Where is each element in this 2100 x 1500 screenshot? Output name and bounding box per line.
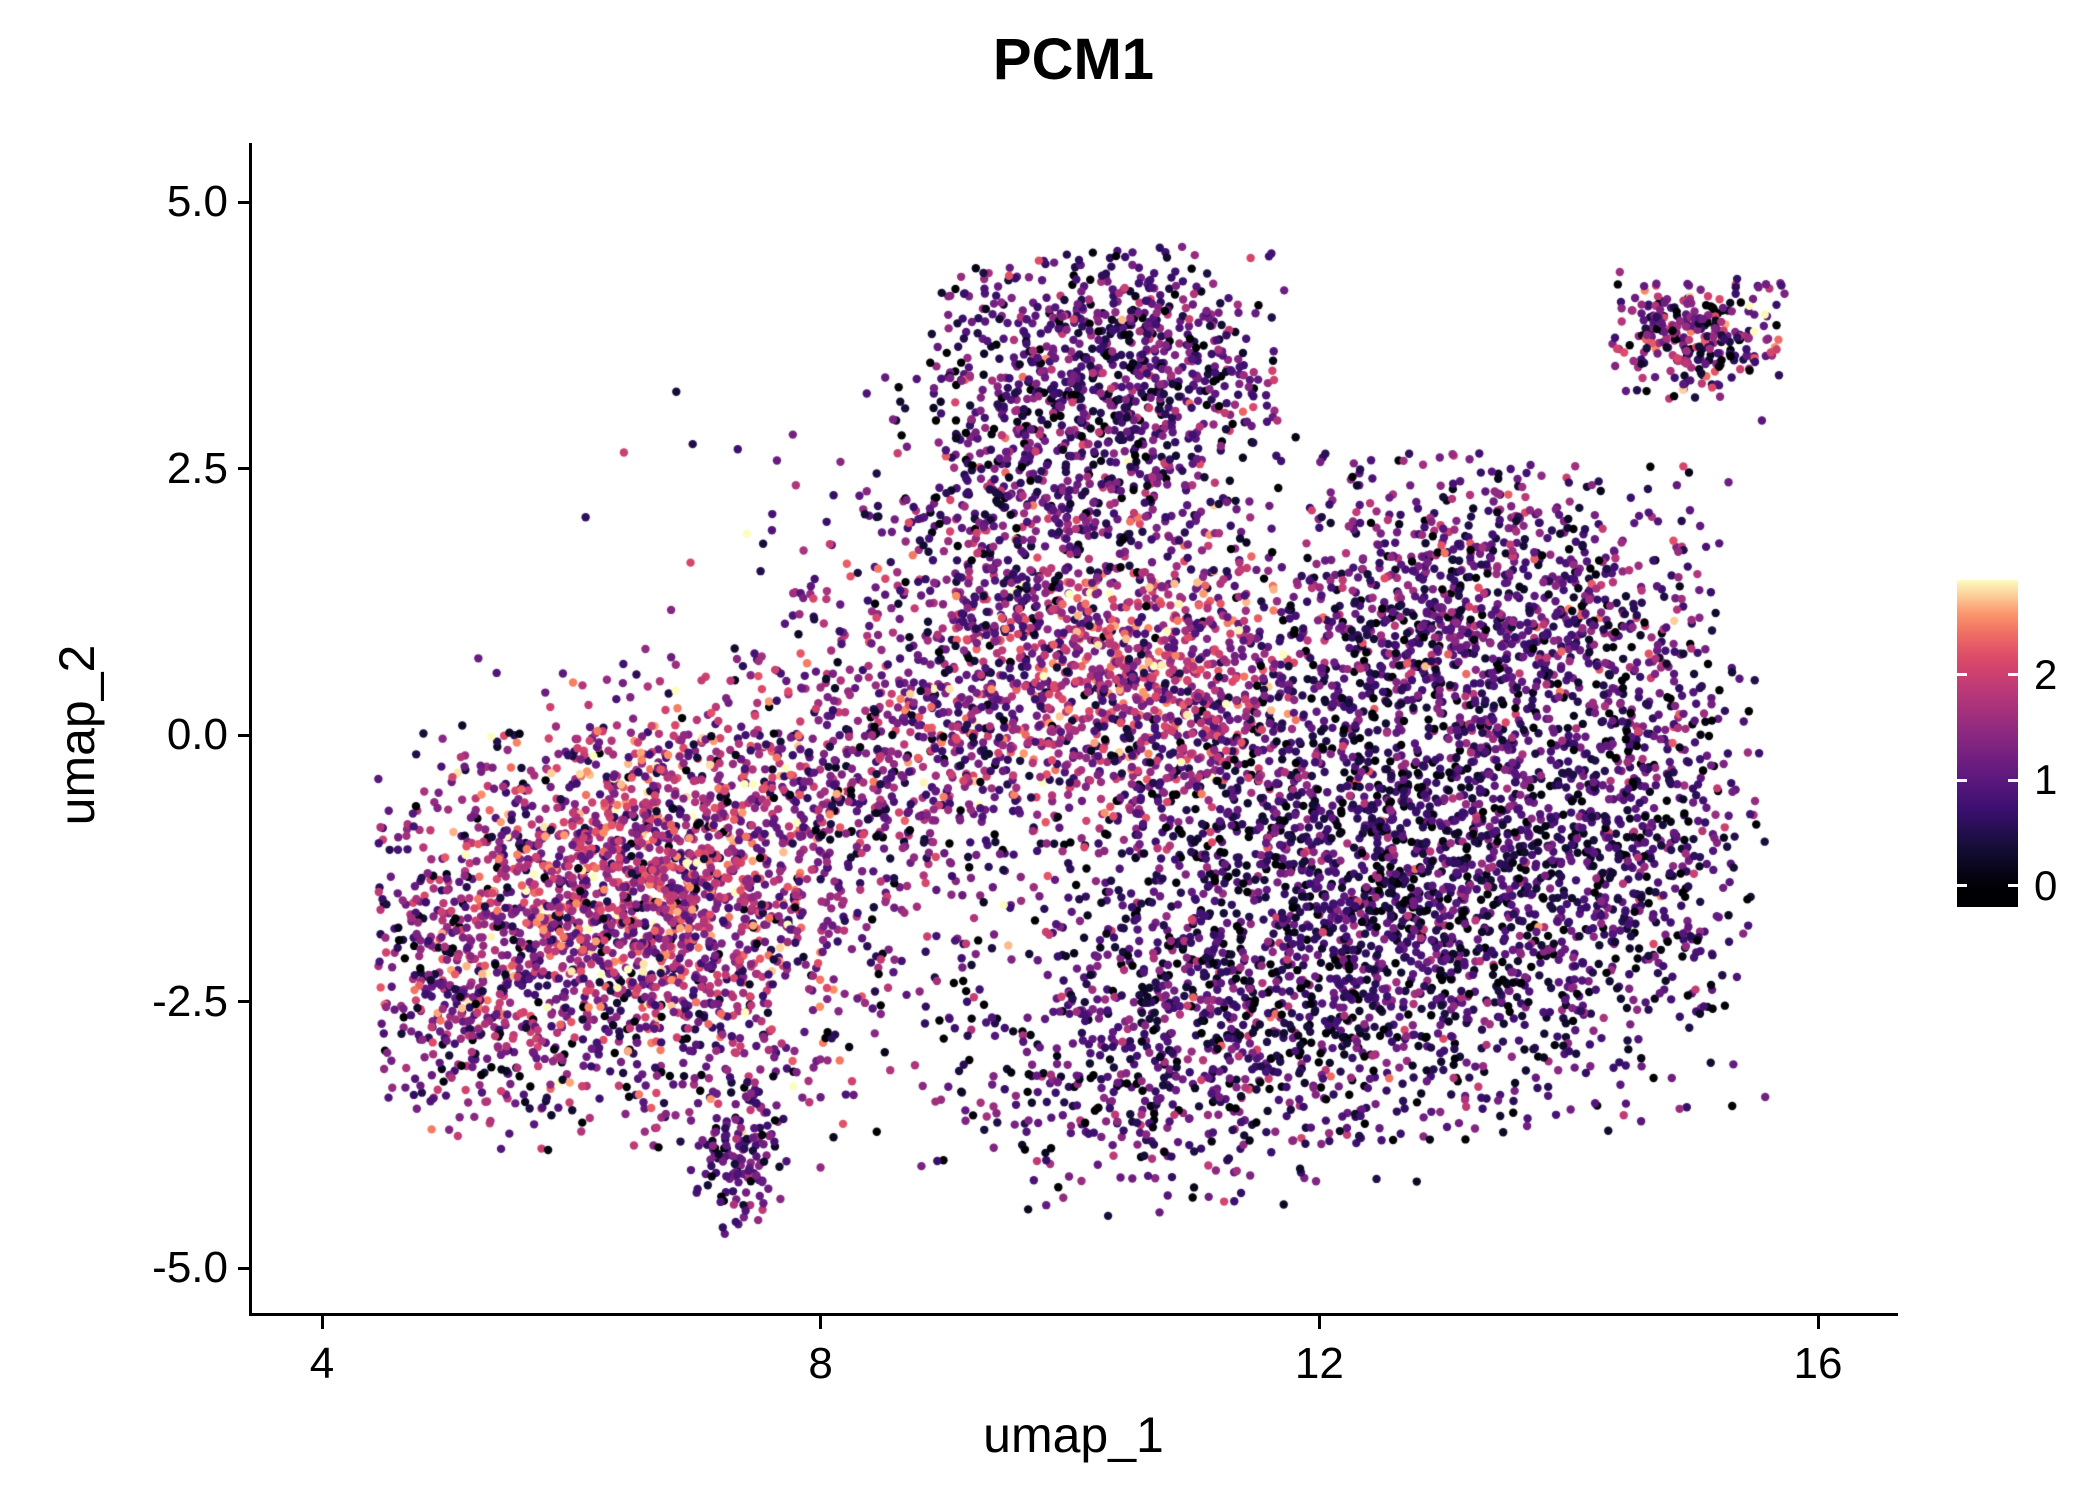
y-axis-line — [249, 143, 252, 1316]
colorbar-tick-label: 2 — [2034, 650, 2058, 698]
y-tick-label: -2.5 — [152, 976, 228, 1026]
y-tick-mark — [238, 733, 251, 737]
x-tick-label: 12 — [1294, 1339, 1344, 1388]
x-tick-mark — [819, 1316, 823, 1329]
y-tick-mark — [238, 200, 251, 204]
x-tick-mark — [1816, 1316, 1820, 1329]
colorbar-tick-mark — [1957, 778, 1967, 782]
x-tick-label: 8 — [808, 1339, 833, 1388]
colorbar-gradient — [1957, 580, 2018, 907]
colorbar-tick-mark — [1957, 884, 1967, 888]
y-tick-mark — [238, 1000, 251, 1003]
x-axis-title: umap_1 — [983, 1407, 1164, 1463]
colorbar-tick-mark — [2008, 673, 2018, 677]
y-tick-label: -5.0 — [152, 1243, 228, 1292]
x-tick-label: 4 — [309, 1339, 335, 1388]
x-tick-label: 16 — [1793, 1339, 1843, 1388]
colorbar-tick-mark — [1957, 673, 1967, 677]
colorbar-tick-mark — [2008, 884, 2018, 888]
colorbar-tick-label: 0 — [2034, 861, 2058, 909]
y-tick-mark — [238, 1266, 251, 1270]
y-tick-label: 0.0 — [166, 710, 228, 759]
x-axis-line — [249, 1313, 1898, 1316]
expression-colorbar — [1957, 580, 2018, 907]
y-tick-mark — [238, 467, 251, 470]
y-tick-label: 5.0 — [166, 177, 228, 226]
x-tick-mark — [320, 1316, 324, 1329]
x-tick-mark — [1317, 1316, 1321, 1329]
chart-title: PCM1 — [992, 27, 1155, 92]
colorbar-tick-mark — [2008, 778, 2018, 782]
y-tick-label: 2.5 — [166, 443, 228, 493]
colorbar-tick-label: 1 — [2034, 756, 2058, 804]
